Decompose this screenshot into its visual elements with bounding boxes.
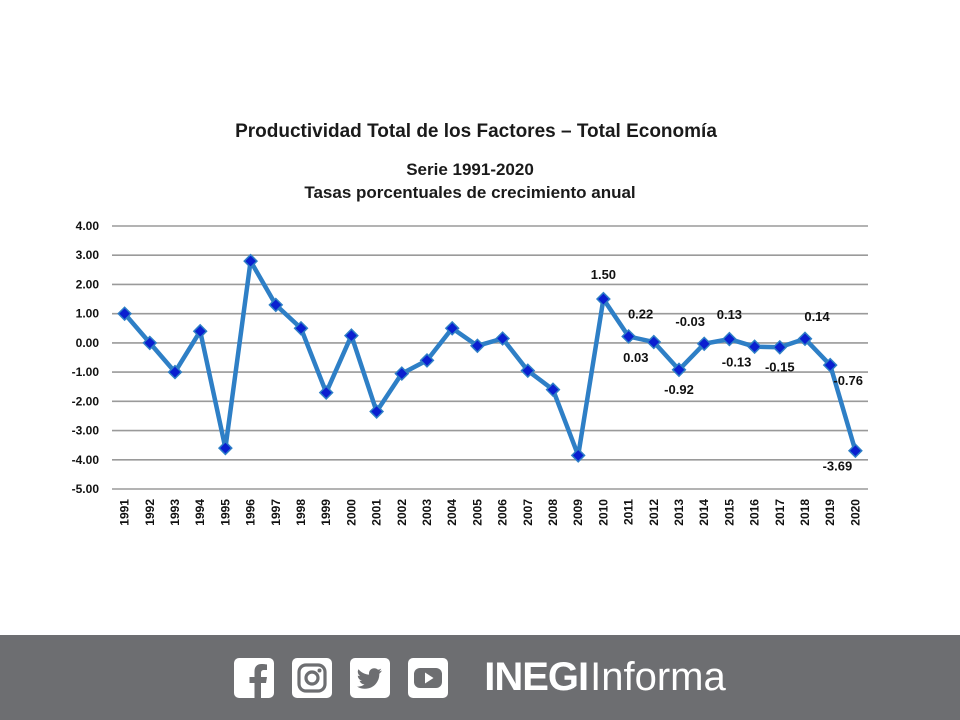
x-tick-label: 2020: [848, 499, 862, 526]
chart-subtitle-line1: Serie 1991-2020: [406, 160, 534, 179]
brand-bold-text: INEGI: [484, 655, 589, 699]
data-label: 1.50: [591, 267, 616, 282]
data-point: [797, 331, 813, 347]
x-tick-label: 2014: [697, 499, 711, 526]
data-point: [343, 328, 359, 344]
x-tick-label: 2010: [596, 499, 610, 526]
x-tick-label: 2005: [470, 499, 484, 526]
data-label: 0.22: [628, 306, 653, 321]
x-tick-label: 2000: [344, 499, 358, 526]
y-tick-label: 0.00: [76, 336, 100, 350]
y-tick-label: 3.00: [76, 248, 100, 262]
data-point: [167, 364, 183, 380]
data-point: [570, 447, 586, 463]
x-tick-label: 2013: [672, 499, 686, 526]
x-axis-ticks: 1991 1992 1993 1994 1995 1996 1997 1998 1999 2000…: [118, 499, 863, 526]
data-label: -0.92: [664, 382, 694, 397]
x-tick-label: 2011: [622, 499, 636, 525]
data-label: -0.03: [675, 314, 705, 329]
data-point: [369, 404, 385, 419]
data-point: [192, 323, 208, 339]
data-point: [444, 320, 460, 336]
data-point: [747, 339, 763, 355]
data-point: [595, 291, 611, 307]
x-tick-label: 2007: [521, 499, 535, 526]
data-point: [545, 382, 561, 398]
x-tick-label: 1992: [143, 499, 157, 526]
x-tick-label: 1998: [294, 499, 308, 526]
youtube-icon[interactable]: [408, 657, 449, 698]
data-point: [772, 339, 788, 355]
data-point: [243, 253, 259, 269]
data-point: [469, 338, 485, 354]
data-point: [419, 352, 435, 368]
inegi-informa-logo: INEGI Informa: [484, 655, 726, 700]
data-label: 0.13: [717, 307, 742, 322]
x-tick-label: 2004: [445, 499, 459, 526]
data-point: [495, 331, 511, 346]
x-tick-label: 2002: [395, 499, 409, 526]
x-tick-label: 1996: [244, 499, 258, 526]
line-chart: Productividad Total de los Factores – To…: [72, 121, 868, 526]
data-point: [671, 362, 687, 378]
data-label: -0.13: [722, 355, 752, 370]
data-point: [293, 320, 309, 336]
x-tick-label: 1999: [319, 499, 333, 526]
x-tick-label: 1991: [118, 499, 132, 526]
data-label: 0.14: [804, 309, 830, 324]
x-tick-label: 1993: [168, 499, 182, 526]
data-labels: 1.50 0.22 0.03 -0.92 -0.03 0.13 -0.13 -0.15 0.14…: [591, 267, 863, 474]
twitter-icon[interactable]: [350, 657, 391, 698]
data-point: [822, 357, 838, 373]
footer-bar: INEGI Informa: [0, 635, 960, 720]
x-tick-label: 2015: [722, 499, 736, 526]
x-tick-label: 2006: [496, 499, 510, 526]
y-tick-label: 4.00: [76, 219, 100, 233]
y-tick-label: -4.00: [72, 453, 100, 467]
y-tick-label: -1.00: [72, 365, 100, 379]
data-point: [394, 366, 410, 381]
data-point: [268, 297, 284, 313]
x-tick-label: 1995: [218, 499, 232, 526]
data-point: [520, 363, 536, 379]
data-label: -0.15: [765, 359, 795, 374]
data-label: 0.03: [623, 350, 648, 365]
data-point: [721, 331, 737, 347]
x-tick-label: 2009: [571, 499, 585, 526]
x-tick-label: 2019: [823, 499, 837, 526]
data-point: [646, 334, 662, 350]
y-tick-label: -3.00: [72, 424, 100, 438]
x-tick-label: 1994: [193, 499, 207, 526]
data-label: -0.76: [833, 373, 863, 388]
x-tick-label: 2018: [798, 499, 812, 526]
x-tick-label: 2012: [647, 499, 661, 526]
chart-subtitle-line2: Tasas porcentuales de crecimiento anual: [304, 183, 635, 202]
instagram-icon[interactable]: [292, 657, 333, 698]
data-point: [847, 443, 863, 459]
social-icons: [234, 657, 449, 698]
data-point: [217, 440, 233, 456]
y-tick-label: -2.00: [72, 394, 100, 408]
facebook-icon[interactable]: [234, 657, 275, 698]
data-point: [117, 306, 133, 322]
x-tick-label: 2001: [370, 499, 384, 526]
y-tick-label: 1.00: [76, 307, 100, 321]
x-tick-label: 1997: [269, 499, 283, 526]
chart-title: Productividad Total de los Factores – To…: [235, 121, 717, 142]
y-tick-label: 2.00: [76, 277, 100, 291]
x-tick-label: 2008: [546, 499, 560, 526]
x-tick-label: 2017: [773, 499, 787, 526]
data-point: [142, 335, 158, 351]
data-point: [621, 329, 637, 344]
data-label: -3.69: [823, 459, 853, 474]
data-point: [696, 336, 712, 352]
y-axis-ticks: 4.00 3.00 2.00 1.00 0.00 -1.00 -2.00 -3.00 -4.00…: [72, 219, 100, 496]
brand-light-text: Informa: [590, 655, 726, 699]
x-tick-label: 2003: [420, 499, 434, 526]
x-tick-label: 2016: [748, 499, 762, 526]
data-markers: [117, 253, 863, 463]
y-tick-label: -5.00: [72, 482, 100, 496]
data-point: [318, 385, 334, 400]
